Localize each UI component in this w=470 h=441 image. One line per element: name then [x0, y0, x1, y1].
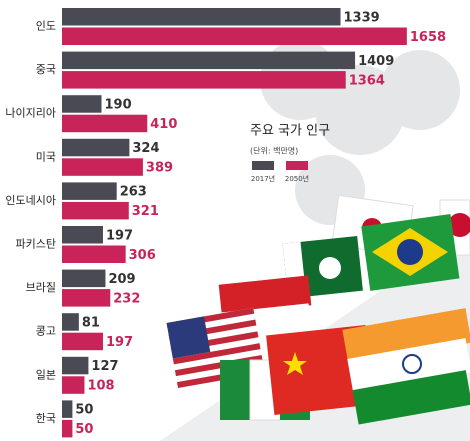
value-label: 50 [75, 422, 93, 437]
category-label: 콩고 [36, 325, 56, 338]
bar [62, 226, 103, 244]
value-label: 197 [106, 335, 133, 350]
bar [62, 356, 89, 375]
value-label: 324 [132, 141, 159, 156]
value-label: 1409 [358, 54, 394, 69]
value-label: 232 [113, 291, 140, 306]
legend-swatch [252, 161, 274, 170]
value-label: 190 [105, 97, 132, 112]
bar [62, 27, 407, 45]
bar [62, 201, 129, 220]
value-label: 410 [150, 117, 177, 132]
category-label: 중국 [36, 63, 56, 76]
value-label: 209 [108, 272, 135, 287]
value-label: 1364 [349, 73, 385, 88]
bar [62, 313, 79, 331]
bar [62, 419, 73, 438]
category-label: 한국 [36, 412, 56, 425]
bar [62, 114, 148, 133]
value-label: 127 [91, 359, 118, 374]
bar [62, 8, 341, 26]
legend-label: 2017년 [251, 174, 275, 183]
value-label: 81 [82, 315, 100, 330]
value-label: 108 [87, 379, 114, 394]
category-label: 나이지리아 [5, 107, 56, 120]
bars: 인도 1339 1658 중국 1409 1364 나이지리아 190 410 미국 324 389 인… [5, 8, 446, 438]
bar [62, 269, 106, 288]
value-label: 321 [132, 204, 159, 219]
value-label: 306 [129, 248, 156, 263]
bar [62, 95, 102, 113]
category-label: 파키스탄 [16, 238, 56, 251]
value-label: 389 [146, 161, 173, 176]
bar [62, 400, 73, 418]
chart-subtitle: (단위: 백만명) [250, 146, 298, 156]
value-label: 197 [106, 228, 133, 243]
legend: 2017년 2050년 [251, 161, 309, 183]
category-label: 미국 [36, 150, 56, 163]
bar [62, 71, 346, 89]
bar [62, 289, 111, 307]
bar [62, 182, 117, 200]
bar [62, 332, 103, 351]
category-label: 일본 [36, 367, 56, 381]
chart-title: 주요 국가 인구 [250, 124, 330, 139]
value-label: 50 [75, 403, 93, 418]
value-label: 1339 [344, 10, 380, 25]
category-label: 인도 [36, 20, 56, 33]
category-label: 인도네시아 [5, 194, 56, 207]
value-label: 1658 [410, 30, 446, 45]
bar [62, 51, 356, 70]
category-label: 브라질 [26, 281, 56, 294]
value-label: 263 [120, 185, 147, 200]
legend-label: 2050년 [285, 174, 309, 183]
bar [62, 138, 130, 157]
bar [62, 376, 85, 394]
legend-swatch [286, 161, 308, 170]
flags [166, 194, 470, 425]
bar [62, 245, 126, 263]
bar [62, 158, 143, 176]
